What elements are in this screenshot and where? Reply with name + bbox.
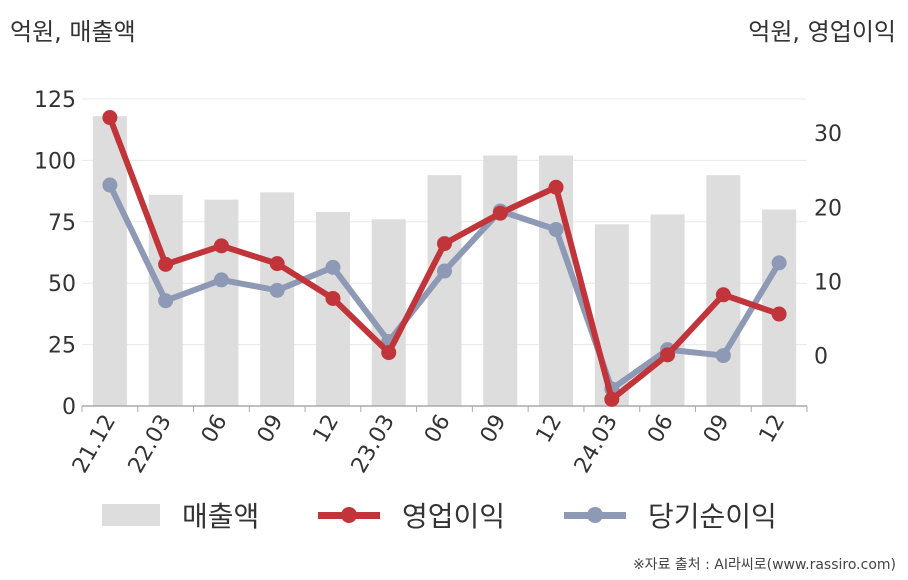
legend-swatch-net-income (564, 504, 626, 526)
operating-profit-point (269, 256, 285, 272)
revenue-bar (650, 214, 685, 406)
revenue-bar (371, 219, 406, 406)
x-tick-label: 06 (420, 411, 456, 448)
revenue-bar (594, 224, 629, 406)
net-income-point (325, 259, 341, 275)
net-income-point (548, 222, 564, 238)
net-income-point (437, 263, 452, 279)
legend-swatch-operating-profit (318, 504, 380, 526)
left-tick-label: 25 (48, 334, 76, 359)
x-tick-label: 21.12 (68, 411, 121, 478)
operating-profit-point (213, 238, 229, 254)
operating-profit-point (102, 110, 118, 126)
legend: 매출액 영업이익 당기순이익 (0, 495, 908, 535)
legend-label-operating-profit: 영업이익 (402, 500, 506, 533)
left-tick-label: 125 (34, 88, 76, 113)
operating-profit-point (381, 345, 397, 361)
x-tick-label: 12 (532, 411, 568, 448)
x-tick-label: 23.03 (347, 411, 400, 478)
revenue-bar (204, 199, 239, 406)
net-income-point (269, 282, 285, 298)
operating-profit-point (771, 306, 787, 322)
right-tick-label: 0 (814, 345, 828, 370)
operating-profit-point (492, 205, 508, 221)
legend-swatch-revenue (102, 504, 160, 526)
x-tick-label: 06 (643, 411, 679, 448)
left-tick-label: 100 (34, 149, 76, 174)
legend-item-net-income: 당기순이익 (564, 495, 777, 535)
right-tick-label: 30 (814, 122, 842, 147)
operating-profit-point (437, 236, 452, 252)
legend-label-revenue: 매출액 (182, 500, 260, 533)
x-tick-label: 12 (309, 411, 345, 448)
x-tick-label: 09 (476, 411, 512, 448)
operating-profit-point (660, 347, 676, 363)
operating-profit-point (325, 290, 341, 306)
x-tick-label: 09 (253, 411, 289, 448)
x-tick-label: 22.03 (124, 411, 177, 478)
x-tick-label: 06 (197, 411, 233, 448)
net-income-point (213, 272, 229, 288)
right-tick-label: 20 (814, 196, 842, 221)
legend-label-net-income: 당기순이익 (648, 500, 777, 533)
legend-item-operating-profit: 영업이익 (318, 495, 505, 535)
left-axis-unit: 억원, 매출액 (10, 18, 136, 46)
revenue-bar (260, 192, 295, 406)
net-income-point (102, 177, 118, 193)
left-tick-label: 0 (62, 395, 76, 420)
left-tick-label: 50 (48, 272, 76, 297)
left-tick-label: 75 (48, 211, 76, 236)
revenue-bar (483, 155, 518, 406)
axes (81, 405, 808, 412)
x-tick-label: 12 (755, 411, 791, 448)
source-note: ※자료 출처 : AI라씨로(www.rassiro.com) (632, 557, 896, 573)
operating-profit-point (715, 287, 731, 303)
operating-profit-point (604, 391, 620, 407)
x-tick-label: 24.03 (570, 411, 623, 478)
revenue-bar (92, 116, 127, 406)
right-tick-label: 10 (814, 270, 842, 295)
revenue-bar (427, 175, 462, 406)
revenue-bars (92, 116, 797, 406)
net-income-point (771, 255, 787, 271)
operating-profit-point (548, 179, 564, 195)
operating-profit-point (158, 256, 174, 272)
x-tick-label: 09 (699, 411, 735, 448)
net-income-point (715, 348, 731, 364)
legend-item-revenue: 매출액 (102, 495, 259, 535)
right-axis-unit: 억원, 영업이익 (748, 18, 896, 46)
profit-lines (102, 110, 787, 407)
net-income-point (158, 293, 174, 309)
